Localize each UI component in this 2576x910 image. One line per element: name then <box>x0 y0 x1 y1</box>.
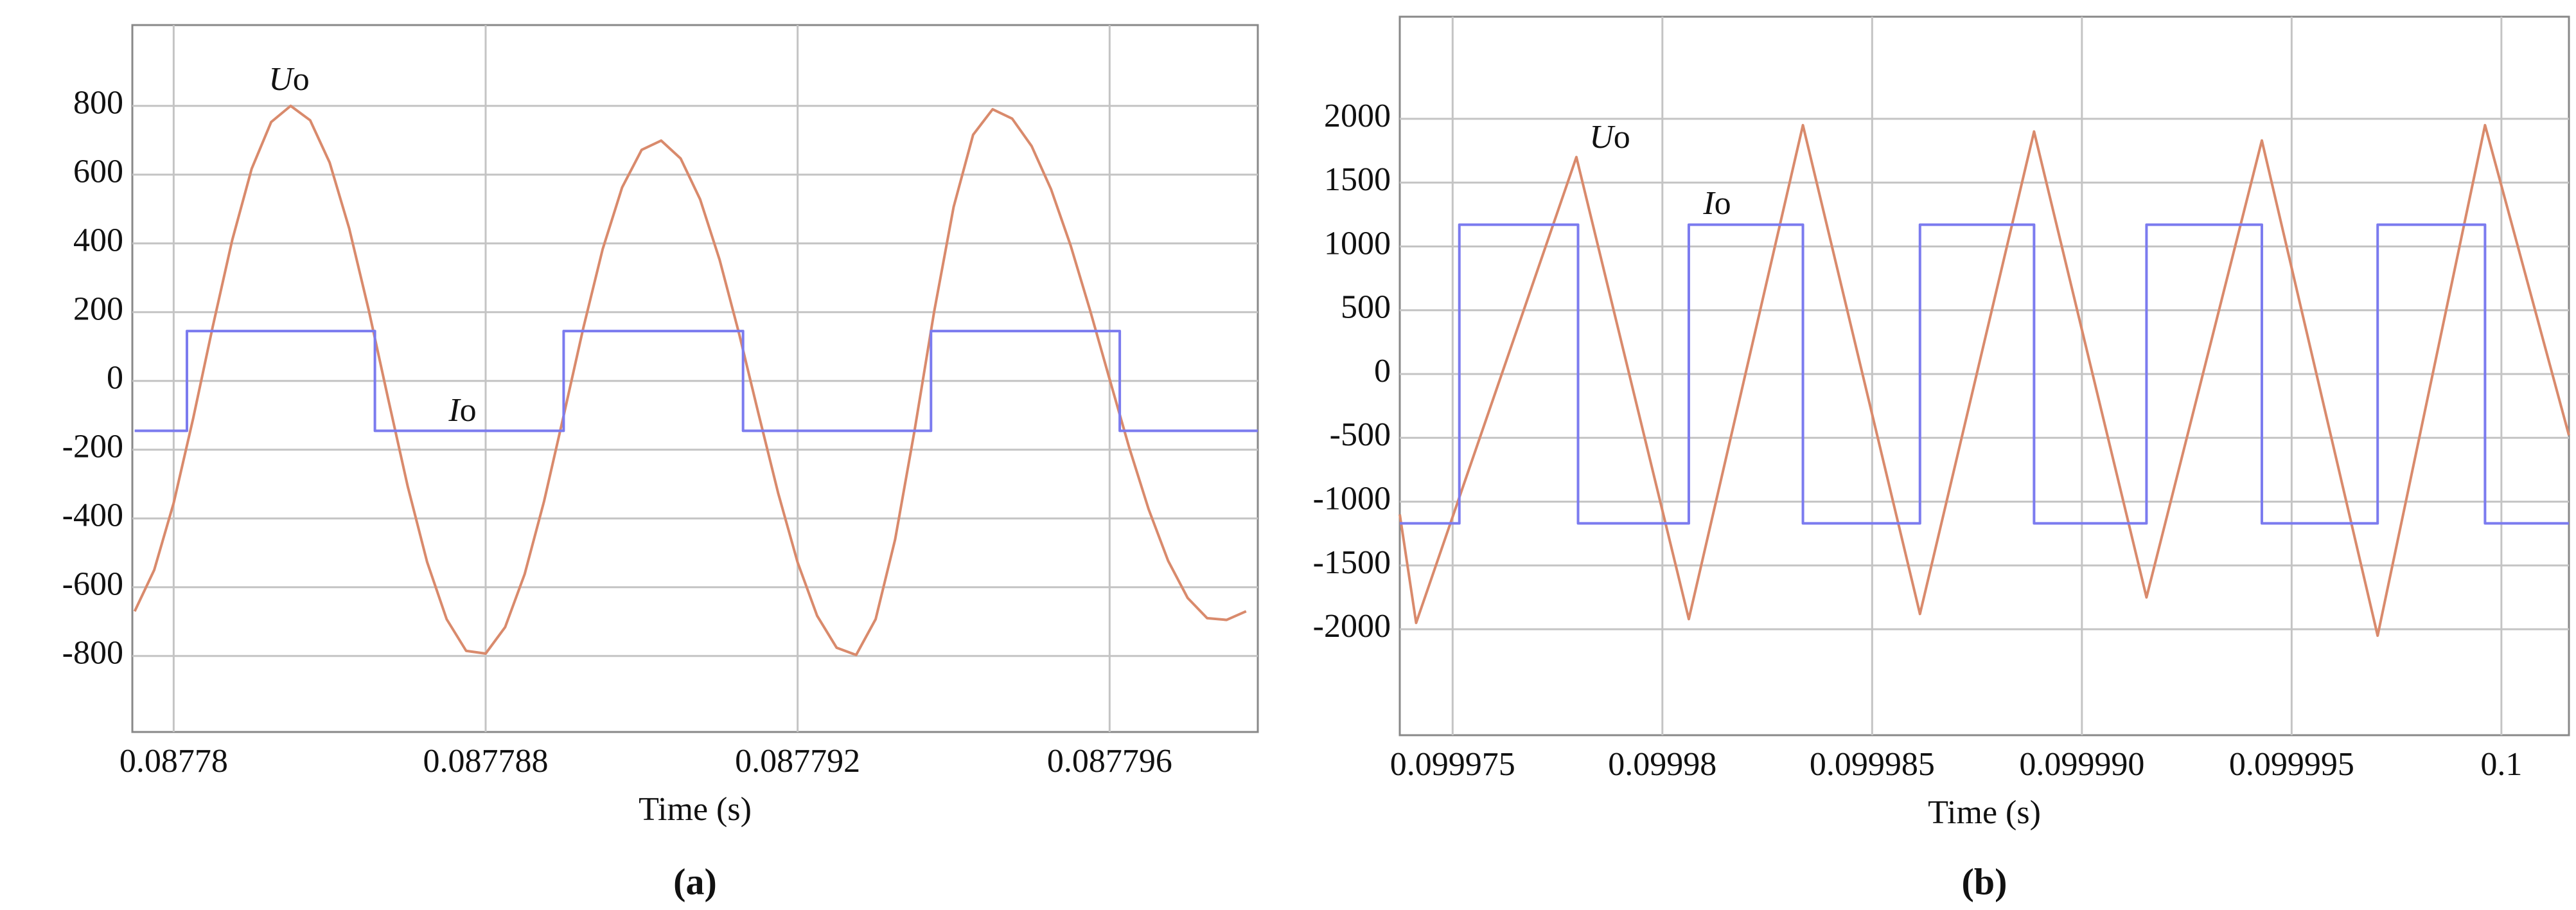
series-line <box>1398 123 2570 638</box>
series-label: Uo <box>1589 119 1630 156</box>
y-tick-label: -500 <box>1330 416 1391 453</box>
y-tick-label: -400 <box>62 497 123 534</box>
y-tick-label: 500 <box>1341 289 1391 326</box>
y-tick-label: 1000 <box>1324 225 1391 262</box>
series-label: Io <box>448 392 476 429</box>
y-tick-label: 200 <box>73 291 123 328</box>
x-axis-label: Time (s) <box>639 791 752 828</box>
series-line <box>133 104 1247 657</box>
y-tick-label: 600 <box>73 154 123 190</box>
x-tick-label: 0.1 <box>2480 746 2522 783</box>
y-tick-label: -200 <box>62 429 123 465</box>
y-tick-label: -800 <box>62 635 123 672</box>
x-tick-label: 0.087792 <box>735 743 860 780</box>
y-tick-label: 400 <box>73 222 123 259</box>
x-tick-label: 0.099990 <box>2019 746 2144 783</box>
y-tick-label: -600 <box>62 566 123 603</box>
caption: (b) <box>1962 861 2007 902</box>
panel: -2000 -1500 -1000 -500 0 500 1000 1500 2000 0.099… <box>1313 15 2570 902</box>
x-axis-label: Time (s) <box>1928 794 2041 831</box>
x-tick-label: 0.099995 <box>2229 746 2354 783</box>
series-label: Uo <box>269 61 310 98</box>
x-tick-label: 0.09998 <box>1608 746 1716 783</box>
y-tick-label: 1500 <box>1324 161 1391 198</box>
y-tick-label: 2000 <box>1324 98 1391 134</box>
plot-area <box>1398 15 2570 736</box>
y-tick-label: 0 <box>1374 353 1391 389</box>
series-label: Io <box>1702 185 1731 222</box>
y-tick-label: -2000 <box>1313 608 1391 645</box>
x-tick-label: 0.087796 <box>1047 743 1172 780</box>
caption: (a) <box>673 861 717 902</box>
x-tick-label: 0.099975 <box>1390 746 1515 783</box>
y-tick-label: 0 <box>107 360 123 397</box>
y-tick-label: 800 <box>73 85 123 121</box>
panel: -800 -600 -400 -200 0 200 400 600 800 0.08778 0.08… <box>62 24 1259 902</box>
x-tick-label: 0.087788 <box>423 743 549 780</box>
series-line <box>134 330 1258 433</box>
y-tick-label: -1000 <box>1313 481 1391 517</box>
y-tick-label: -1500 <box>1313 544 1391 581</box>
x-tick-label: 0.099985 <box>1810 746 1935 783</box>
plot-area <box>131 24 1259 733</box>
x-tick-label: 0.08778 <box>119 743 228 780</box>
series-line <box>1400 223 2569 525</box>
